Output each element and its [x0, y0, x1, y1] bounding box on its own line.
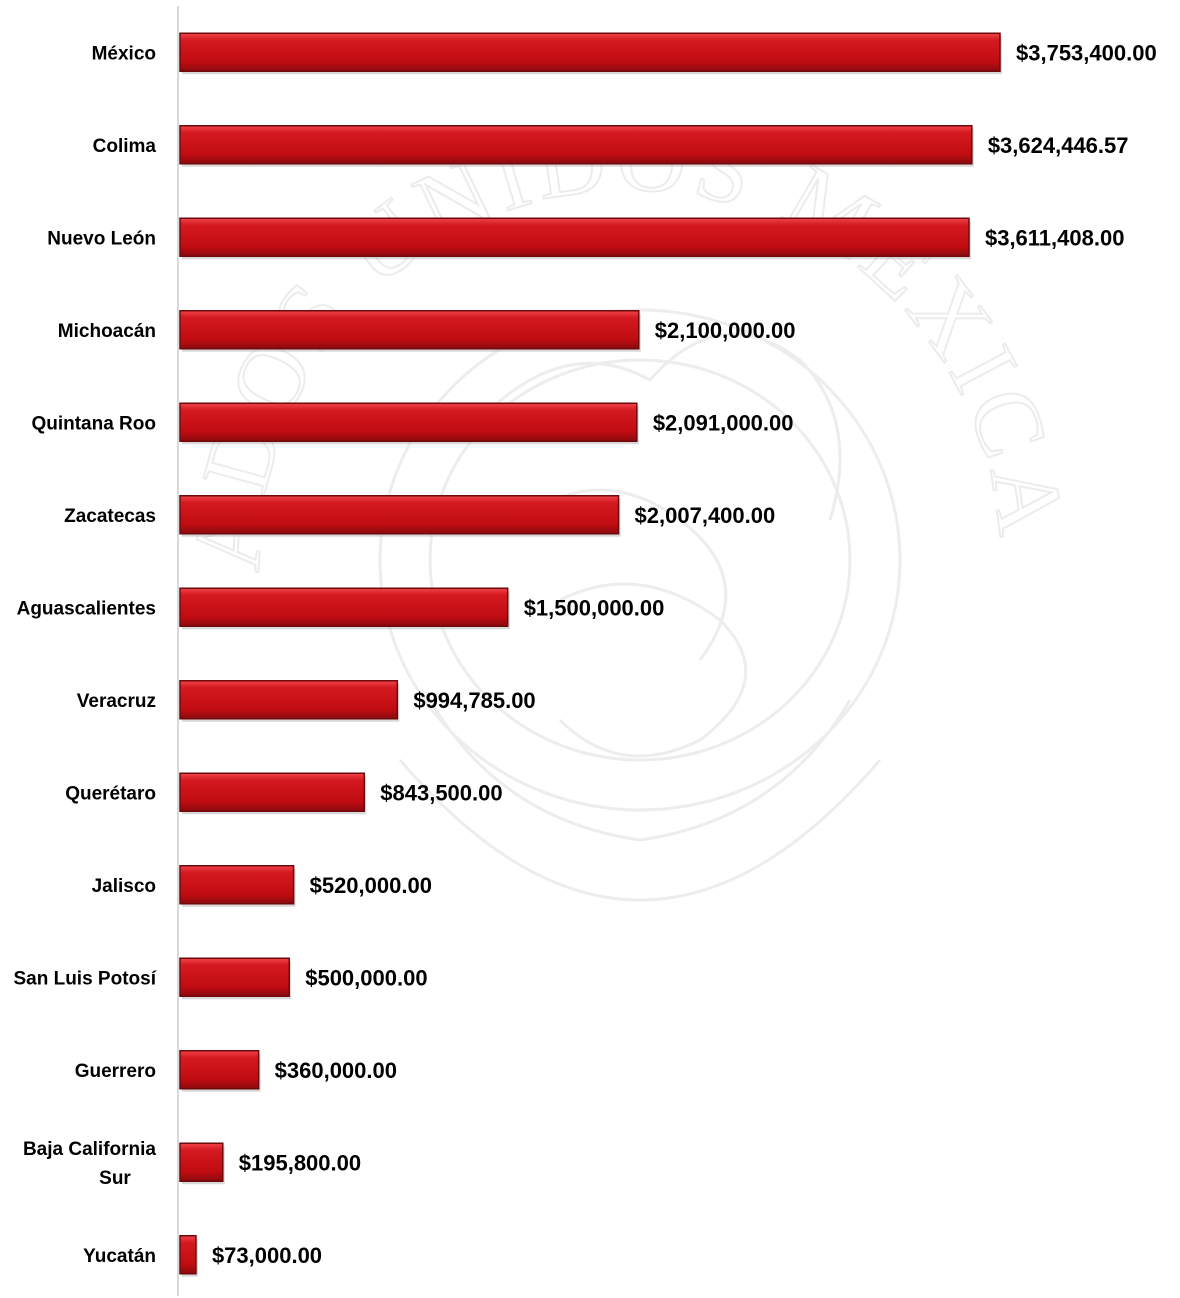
bar: [179, 587, 509, 627]
category-label: Jalisco: [92, 876, 156, 897]
category-label: Michoacán: [58, 321, 156, 342]
data-label: $843,500.00: [380, 780, 502, 805]
data-label: $1,500,000.00: [524, 595, 665, 620]
category-label: Nuevo León: [47, 228, 156, 249]
category-label: Yucatán: [83, 1246, 156, 1267]
bar: [179, 1050, 260, 1090]
bar: [179, 310, 640, 350]
bar: [179, 125, 973, 165]
category-label: Baja California Sur: [23, 1139, 156, 1189]
category-label: Guerrero: [75, 1061, 156, 1082]
data-label: $520,000.00: [310, 873, 432, 898]
category-label: México: [92, 43, 156, 64]
bar: [179, 495, 620, 535]
bars-group: [179, 32, 1002, 1277]
data-label: $73,000.00: [212, 1243, 322, 1268]
data-label: $500,000.00: [305, 965, 427, 990]
data-label: $2,091,000.00: [653, 410, 794, 435]
bar: [179, 1235, 197, 1275]
data-label: $360,000.00: [275, 1058, 397, 1083]
bar: [179, 865, 295, 905]
data-label: $3,753,400.00: [1016, 40, 1157, 65]
category-labels: México Colima Nuevo León Michoacán Quintana …: [13, 43, 156, 1267]
category-label: San Luis Potosí: [13, 968, 156, 989]
data-label: $3,624,446.57: [988, 133, 1129, 158]
bar: [179, 217, 970, 257]
data-label: $994,785.00: [413, 688, 535, 713]
value-labels: $3,753,400.00 $3,624,446.57 $3,611,408.00 $…: [212, 40, 1157, 1268]
bar: [179, 680, 399, 720]
data-label: $2,007,400.00: [635, 503, 776, 528]
category-label: Aguascalientes: [17, 598, 156, 619]
watermark-text: ESTADOS UNIDOS MEXICANOS: [0, 0, 1087, 574]
category-label: Querétaro: [65, 783, 156, 804]
data-label: $3,611,408.00: [985, 225, 1124, 250]
bar: [179, 402, 638, 442]
data-label: $195,800.00: [239, 1150, 361, 1175]
bar: [179, 957, 290, 997]
data-label: $2,100,000.00: [655, 318, 796, 343]
bar: [179, 772, 366, 812]
category-label: Veracruz: [77, 691, 156, 712]
category-label: Colima: [93, 136, 157, 157]
bar: [179, 32, 1001, 72]
category-label: Zacatecas: [64, 506, 156, 527]
category-label: Quintana Roo: [31, 413, 156, 434]
bar: [179, 1142, 224, 1182]
